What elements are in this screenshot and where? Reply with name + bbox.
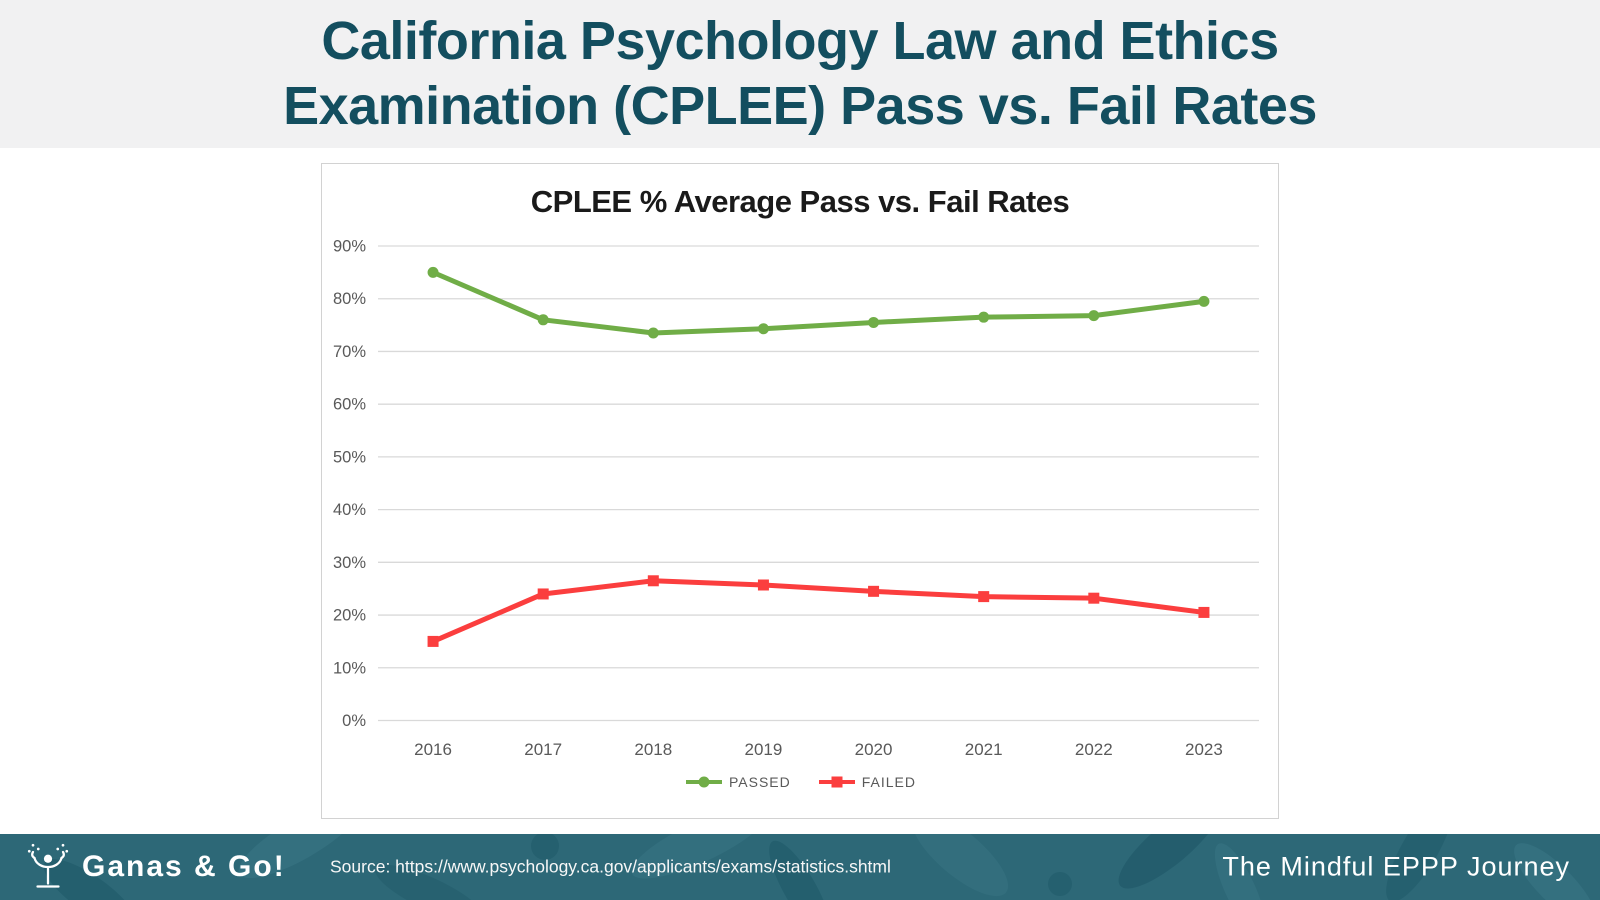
source-text: Source: https://www.psychology.ca.gov/ap… xyxy=(330,856,891,877)
legend-square-marker-icon xyxy=(818,776,855,788)
svg-text:2019: 2019 xyxy=(745,740,783,759)
legend-item-failed: FAILED xyxy=(817,774,916,790)
legend-item-passed: PASSED xyxy=(684,774,791,790)
svg-text:2022: 2022 xyxy=(1075,740,1113,759)
page-title: California Psychology Law and Ethics Exa… xyxy=(283,9,1317,139)
svg-text:20%: 20% xyxy=(333,607,366,625)
chart-card: CPLEE % Average Pass vs. Fail Rates 0% 10… xyxy=(321,163,1279,819)
leaf-pattern xyxy=(43,834,1596,900)
svg-text:90%: 90% xyxy=(333,238,366,256)
chart-plot: 0% 10% 20% 30% 40% 50% 60% 70% 80% 90% 2016 2017 201… xyxy=(333,238,1259,759)
legend-label: PASSED xyxy=(728,774,791,790)
legend-circle-marker-icon xyxy=(685,776,722,788)
chart-area: CPLEE % Average Pass vs. Fail Rates 0% 10… xyxy=(0,148,1600,834)
header: California Psychology Law and Ethics Exa… xyxy=(0,0,1600,148)
svg-text:0%: 0% xyxy=(342,712,366,730)
cheers-figure-icon xyxy=(27,843,69,888)
svg-text:2020: 2020 xyxy=(855,740,893,759)
svg-text:60%: 60% xyxy=(333,396,366,414)
brand-logo: Ganas & Go! xyxy=(24,841,286,893)
chart-legend: PASSED FAILED xyxy=(322,771,1278,793)
svg-text:40%: 40% xyxy=(333,501,366,519)
tagline-text: The Mindful EPPP Journey xyxy=(1222,851,1570,882)
svg-text:50%: 50% xyxy=(333,448,366,466)
legend-label: FAILED xyxy=(861,774,916,790)
svg-text:80%: 80% xyxy=(333,290,366,308)
svg-text:2023: 2023 xyxy=(1185,740,1223,759)
svg-text:2018: 2018 xyxy=(634,740,672,759)
svg-text:2017: 2017 xyxy=(524,740,562,759)
brand-name: Ganas & Go! xyxy=(82,850,286,883)
svg-text:70%: 70% xyxy=(333,343,366,361)
page-title-line1: California Psychology Law and Ethics xyxy=(321,11,1279,71)
svg-text:2016: 2016 xyxy=(414,740,452,759)
svg-text:2021: 2021 xyxy=(965,740,1003,759)
svg-text:10%: 10% xyxy=(333,659,366,677)
chart-title: CPLEE % Average Pass vs. Fail Rates xyxy=(530,184,1070,219)
page-title-line2: Examination (CPLEE) Pass vs. Fail Rates xyxy=(283,76,1317,136)
svg-text:30%: 30% xyxy=(333,554,366,572)
footer: Ganas & Go! Source: https://www.psycholo… xyxy=(0,834,1600,900)
